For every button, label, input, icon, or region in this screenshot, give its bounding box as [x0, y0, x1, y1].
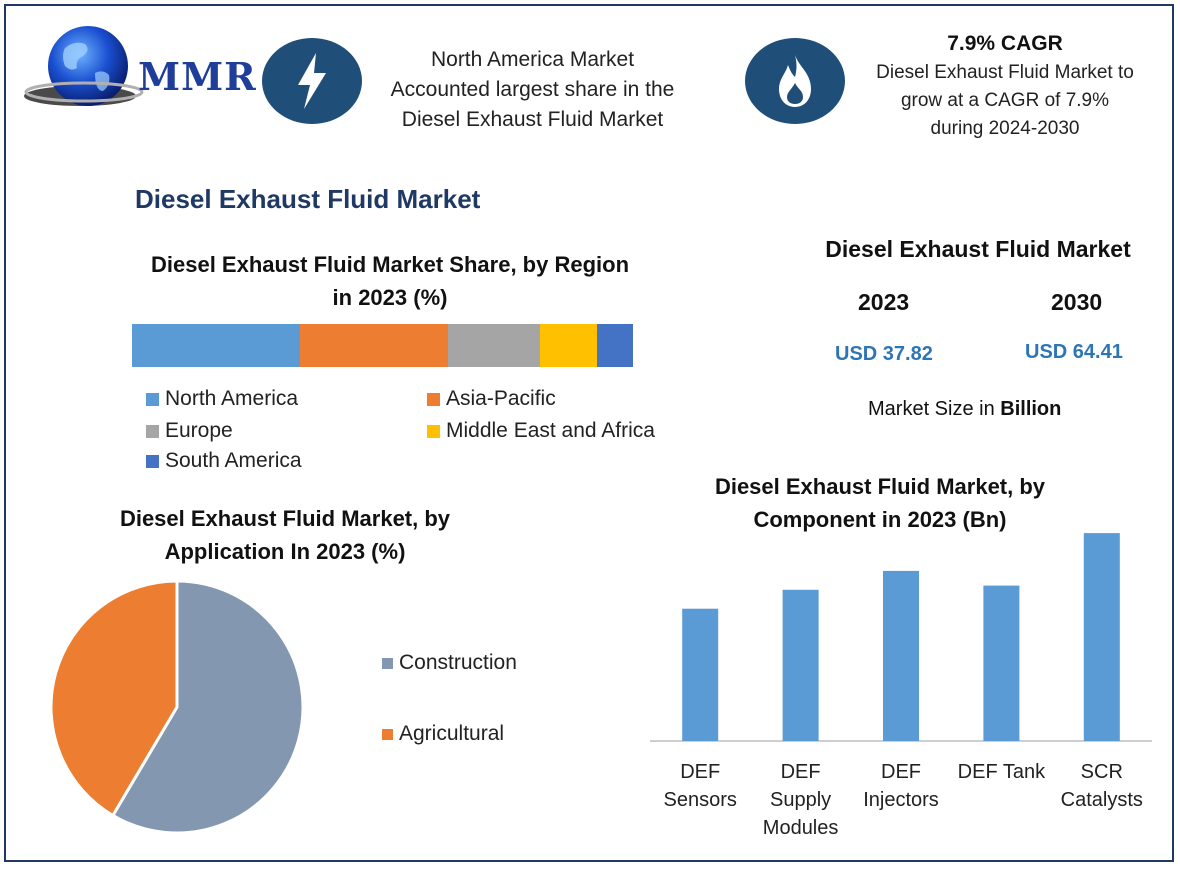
component-bar-1	[682, 608, 719, 741]
unit-bold: Billion	[1000, 398, 1062, 420]
region-chart-title: Diesel Exhaust Fluid Market Share, by Re…	[120, 248, 660, 314]
region-bar-segment-asia-pacific	[299, 324, 448, 367]
legend-swatch	[427, 424, 440, 438]
year-2030: 2030	[1051, 289, 1103, 315]
x-tick-label: Injectors	[863, 789, 939, 811]
region-note-line-3: Diesel Exhaust Fluid Market	[401, 108, 664, 131]
region-share-note: North America Market Accounted largest s…	[360, 45, 705, 135]
application-title-line-2: Application In 2023 (%)	[164, 539, 406, 564]
x-tick-label: Sensors	[664, 789, 737, 811]
x-tick-label: Modules	[763, 817, 839, 839]
cagr-line-1: Diesel Exhaust Fluid Market to	[876, 62, 1134, 83]
logo-text: MMR	[138, 54, 257, 99]
component-bar-chart: DEF Sensors DEF Supply Modules DEF Injectors DE…	[650, 533, 1152, 839]
flame-icon	[779, 55, 811, 107]
pie-slice-construction	[110, 579, 305, 835]
region-chart-title-line-2: in 2023 (%)	[332, 285, 448, 310]
market-size-title: Diesel Exhaust Fluid Market	[825, 236, 1131, 262]
x-tick-label: SCR	[1081, 761, 1123, 783]
legend-label: Europe	[165, 419, 233, 442]
component-chart-title: Diesel Exhaust Fluid Market, by Componen…	[680, 470, 1080, 536]
lightning-icon	[298, 53, 326, 109]
cagr-line-2: grow at a CAGR of 7.9%	[900, 90, 1110, 111]
page-title: Diesel Exhaust Fluid Market	[135, 184, 481, 214]
region-bar-segment-middle-east-and-africa	[540, 324, 597, 367]
legend-swatch	[146, 454, 159, 468]
x-tick-label: DEF Tank	[958, 761, 1046, 783]
cagr-block: 7.9% CAGR Diesel Exhaust Fluid Market to…	[855, 31, 1155, 143]
component-bar-3	[883, 570, 919, 741]
application-pie-chart	[49, 579, 305, 835]
region-bar-segment-south-america	[596, 324, 633, 367]
legend-swatch	[146, 392, 159, 406]
legend-label: South America	[165, 449, 302, 472]
legend-swatch	[382, 657, 393, 669]
x-tick-label: Supply	[770, 789, 831, 811]
legend-asia-pacific: Asia-Pacific	[427, 387, 556, 411]
legend-swatch	[382, 728, 393, 740]
region-note-line-1: North America Market	[430, 48, 635, 71]
region-note-line-2: Accounted largest share in the	[390, 78, 675, 101]
component-bar-4	[983, 585, 1020, 741]
legend-label: Construction	[399, 651, 517, 674]
lightning-icon-circle	[262, 38, 362, 124]
globe-icon	[24, 26, 144, 106]
year-2023: 2023	[858, 289, 910, 315]
legend-swatch	[146, 424, 159, 438]
x-tick-label: Catalysts	[1061, 789, 1143, 811]
region-bar-segment-europe	[447, 324, 541, 367]
legend-label: Agricultural	[399, 722, 505, 745]
region-bar-segment-north-america	[132, 324, 300, 367]
cagr-title: 7.9% CAGR	[947, 32, 1063, 55]
application-chart-title: Diesel Exhaust Fluid Market, by Applicat…	[90, 502, 480, 568]
mmr-logo: MMR	[20, 18, 256, 118]
x-tick-label: DEF	[781, 761, 821, 783]
component-bar-2	[782, 589, 819, 741]
unit-prefix: Market Size in	[868, 398, 1001, 420]
application-title-line-1: Diesel Exhaust Fluid Market, by	[119, 506, 451, 531]
x-tick-label: DEF	[680, 761, 720, 783]
x-tick-label: DEF	[881, 761, 921, 783]
legend-europe: Europe	[146, 419, 233, 443]
infographic-frame	[4, 4, 1174, 862]
legend-agricultural: Agricultural	[382, 722, 504, 746]
value-2023: USD 37.82	[835, 343, 933, 365]
legend-label: North America	[165, 387, 299, 410]
component-bar-5	[1083, 533, 1120, 741]
legend-construction: Construction	[382, 651, 517, 675]
value-2030: USD 64.41	[1025, 341, 1123, 363]
market-size-unit: Market Size in Billion	[868, 398, 1061, 421]
legend-north-america: North America	[146, 387, 298, 411]
region-chart-title-line-1: Diesel Exhaust Fluid Market Share, by Re…	[150, 252, 630, 277]
legend-label: Asia-Pacific	[446, 387, 556, 410]
component-title-line-2: Component in 2023 (Bn)	[753, 507, 1007, 532]
legend-label: Middle East and Africa	[446, 419, 655, 442]
flame-icon-circle	[745, 38, 845, 124]
legend-swatch	[427, 392, 440, 406]
legend-south-america: South America	[146, 449, 302, 473]
pie-slice-agricultural	[49, 579, 179, 818]
region-stacked-bar	[132, 324, 633, 367]
cagr-line-3: during 2024-2030	[930, 118, 1080, 139]
legend-mea: Middle East and Africa	[427, 419, 655, 443]
component-title-line-1: Diesel Exhaust Fluid Market, by	[714, 474, 1046, 499]
